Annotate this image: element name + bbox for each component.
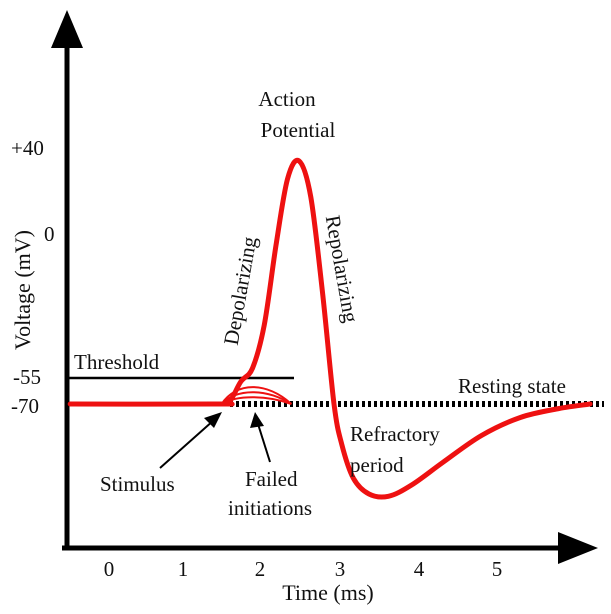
action-potential-label: Action (258, 87, 316, 111)
action-potential-label: Potential (261, 118, 336, 142)
repolarizing-label: Repolarizing (321, 213, 364, 324)
y-tick-label: +40 (11, 136, 44, 160)
action-potential-curve (67, 157, 593, 500)
threshold-label: Threshold (74, 350, 160, 374)
stimulus-label: Stimulus (100, 472, 175, 496)
refractory-period-label: period (350, 453, 404, 477)
failed-initiations-arrowhead-icon (250, 412, 264, 428)
depolarizing-label: Depolarizing (219, 234, 262, 347)
y-axis-label: Voltage (mV) (10, 230, 35, 350)
x-axis-arrow-icon (558, 532, 598, 564)
stimulus-arrowhead-icon (204, 412, 222, 428)
stimulus-arrow (159, 419, 215, 469)
x-tick-label: 4 (414, 557, 425, 581)
x-tick-label: 0 (104, 557, 115, 581)
x-tick-label: 2 (255, 557, 266, 581)
x-tick-label: 3 (335, 557, 346, 581)
failed-initiation-curve (220, 386, 293, 405)
y-tick-label: -55 (13, 365, 41, 389)
y-axis-arrow-icon (51, 10, 83, 48)
refractory-period-label: Refractory (350, 422, 440, 446)
x-axis-label: Time (ms) (282, 580, 373, 605)
y-tick-label: -70 (11, 394, 39, 418)
x-tick-label: 1 (178, 557, 189, 581)
resting-state-label: Resting state (458, 374, 566, 398)
x-tick-label: 5 (492, 557, 503, 581)
failed-initiation-curve (220, 391, 292, 405)
failed-initiations-label: Failed (245, 467, 298, 491)
y-tick-label: 0 (44, 222, 55, 246)
failed-initiations-arrow (257, 423, 271, 463)
failed-initiations-label: initiations (228, 496, 312, 520)
